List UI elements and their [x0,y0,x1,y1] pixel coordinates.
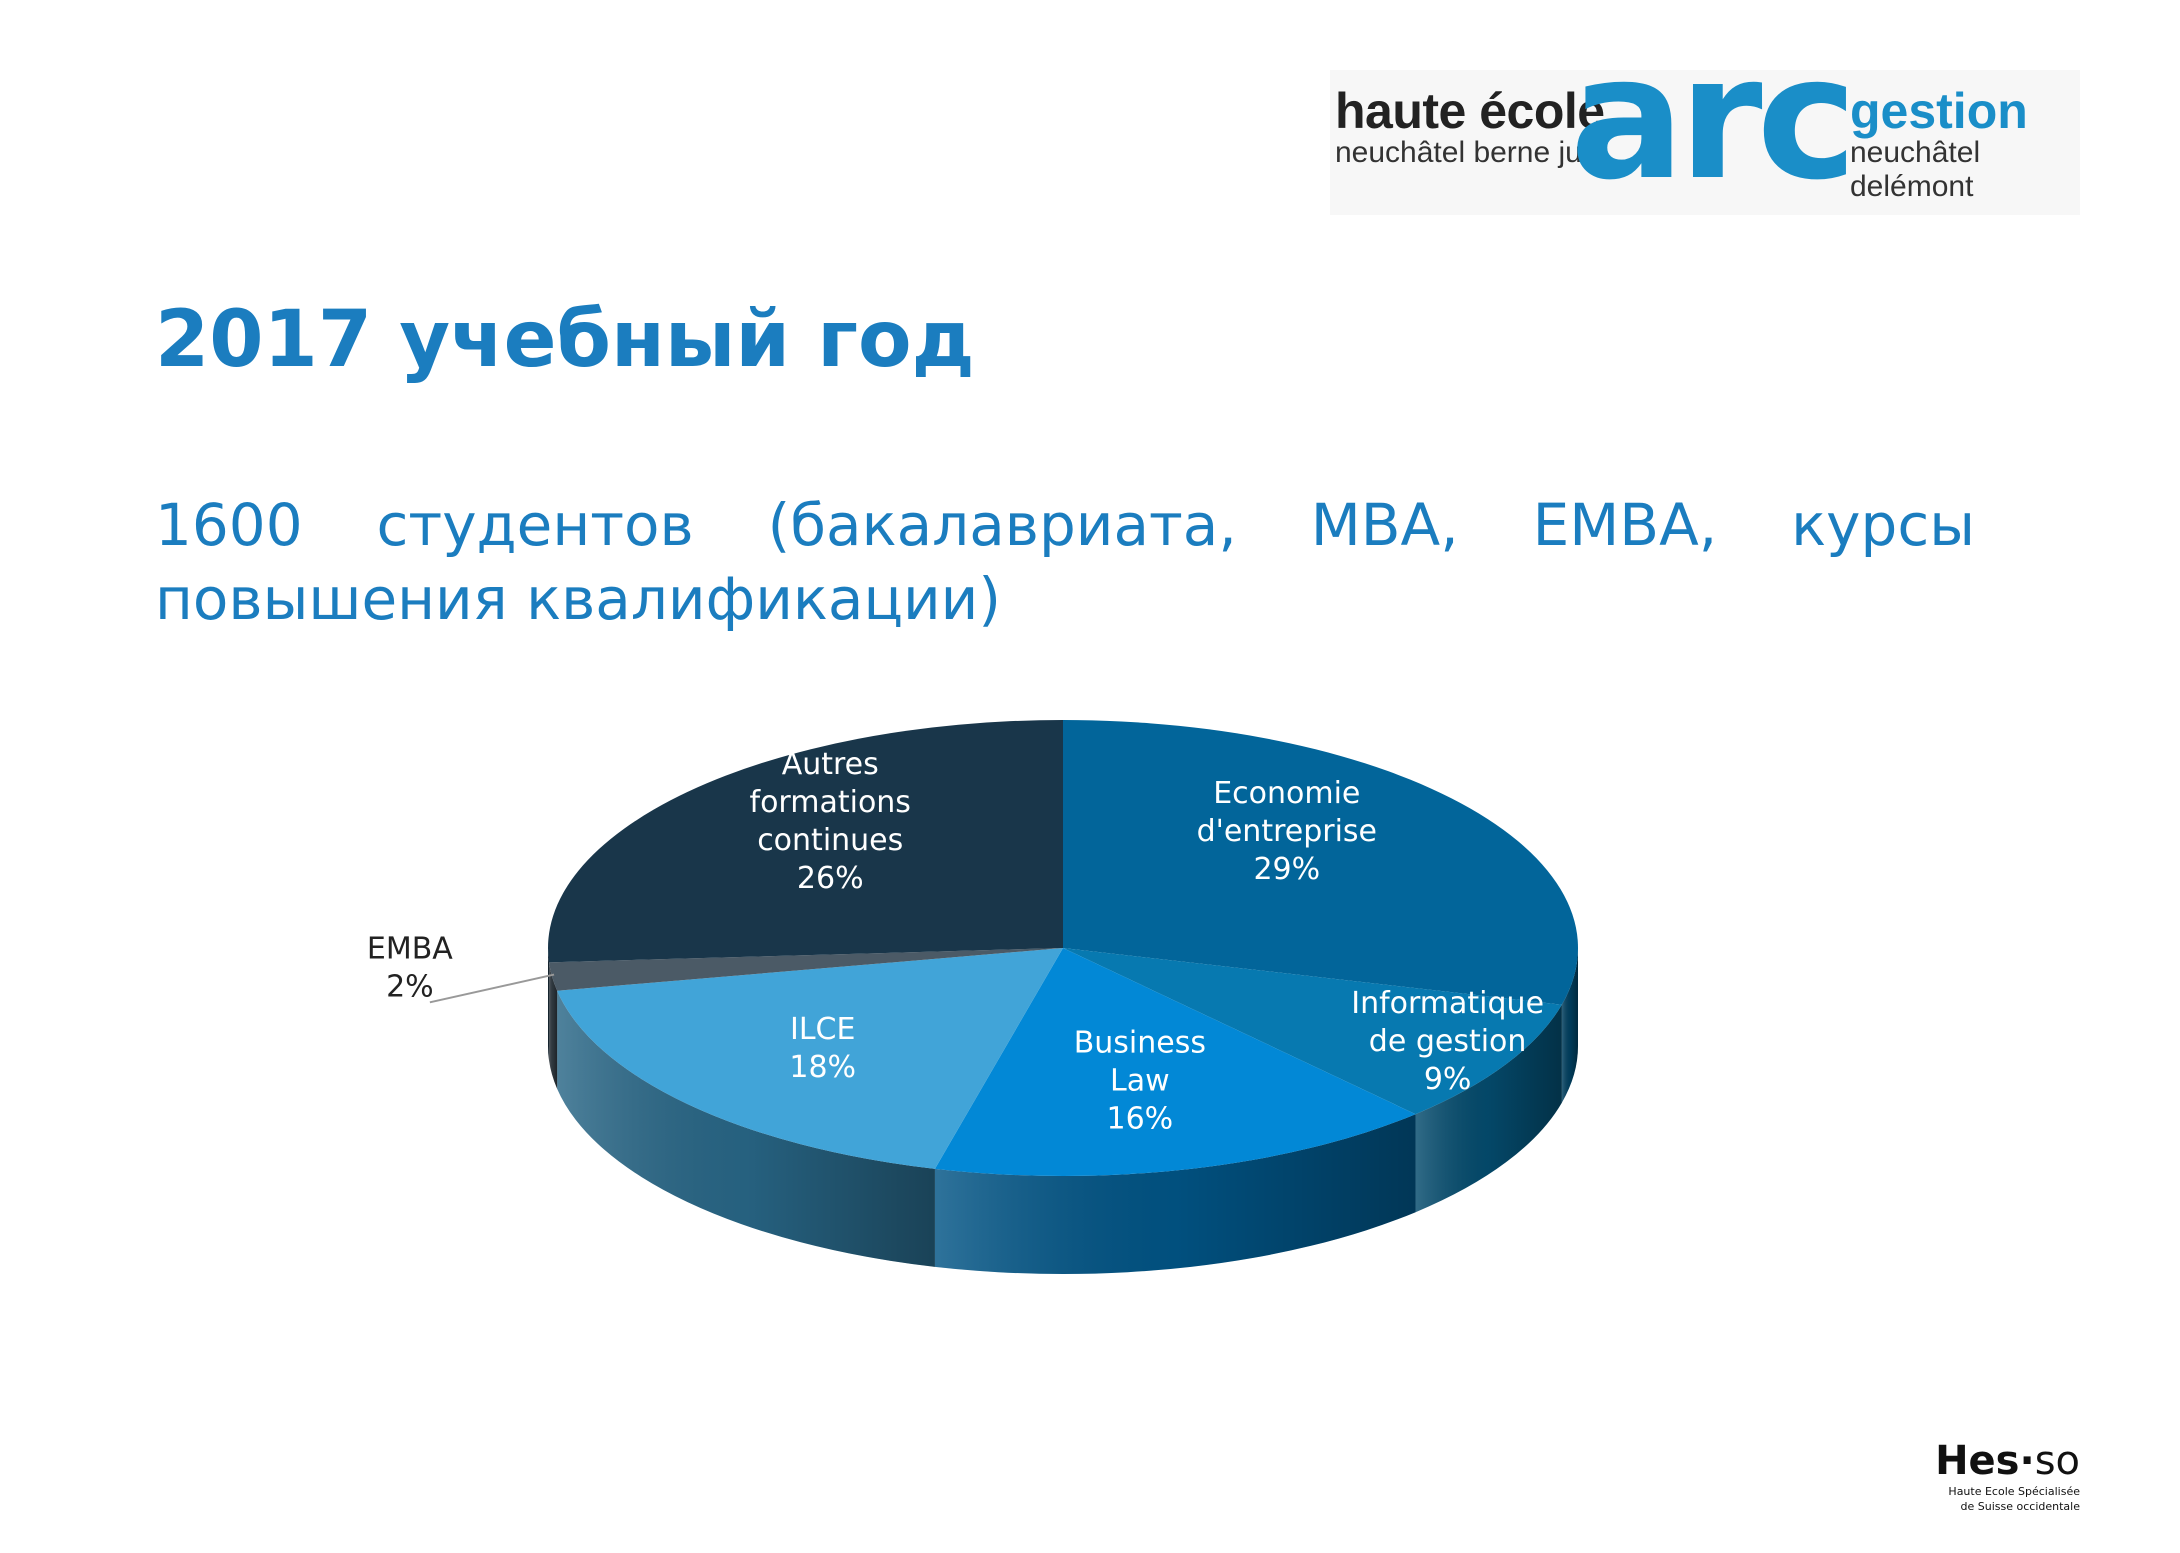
pie-label-line: Economie [1213,776,1360,811]
pie-label-1: Informatique de gestion 9% [1351,986,1544,1097]
pie-label-line: EMBA [367,931,453,966]
pie-label-line: de gestion [1369,1024,1527,1059]
pie-label-0: Economie d'entreprise 29% [1197,776,1377,887]
hes-so-line2: de Suisse occidentale [1960,1500,2080,1513]
pie-label-line: 18% [789,1050,856,1085]
pie-side-shade-3 [557,990,935,1267]
page-title: 2017 учебный год [155,295,975,385]
logo-arc-mark: arc [1570,20,1857,218]
pie-side-shade-0 [1561,948,1578,1103]
pie-slice-1 [1063,948,1562,1115]
pie-slice-5 [548,720,1063,963]
pie-label-line: 26% [797,861,864,896]
pie-label-line: d'entreprise [1197,814,1377,849]
logo-neuchatel-delemont: neuchâtel delémont [1850,136,1981,203]
hes-so-suffix: so [2034,1438,2080,1484]
pie-label-5: Autres formations continues 26% [750,747,911,896]
pie-side-shade-1 [1415,1004,1562,1213]
pie-label-4: EMBA 2% [367,931,453,1004]
pie-label-line: formations [750,785,911,820]
hes-so-dot: · [2019,1438,2035,1484]
pie-label-3: ILCE 18% [789,1012,856,1085]
logo-gestion: gestion [1850,83,2028,139]
hes-so-line1: Haute Ecole Spécialisée [1948,1485,2080,1498]
logo-haute-ecole: haute école [1335,83,1605,139]
pie-side-shade-4 [549,962,558,1089]
pie-label-line: continues [757,823,903,858]
pie-slice-3 [557,948,1063,1169]
pie-labels: Economie d'entreprise 29% Informatique de ge… [367,747,1544,1136]
pie-label-line: Law [1110,1064,1170,1099]
pie-label-line: 16% [1107,1102,1174,1137]
pie-slice-2 [934,948,1416,1176]
pie-label-line: 29% [1253,852,1320,887]
pie-side-shade-5 [548,948,550,1061]
pie-label-line: 2% [386,969,434,1004]
pie-label-line: Business [1074,1026,1206,1061]
pie-side-shade-2 [934,1114,1416,1274]
pie-slice-4 [549,948,1063,991]
hes-so-logo: Hes·so Haute Ecole Spécialisée de Suisse… [1900,1438,2080,1514]
hearc-logo: haute école neuchâtel berne jura arc ges… [1330,34,2080,215]
pie-label-line: 9% [1424,1062,1472,1097]
pie-tops [548,720,1578,1176]
pie-label-line: ILCE [790,1012,855,1047]
pie-label-line: Autres [782,747,879,782]
page-subtitle: 1600 студентов (бакалавриата, MBA, EMBA,… [155,491,1975,633]
pie-slice-0 [1063,720,1578,1005]
hes-so-main: Hes [1935,1438,2020,1484]
pie-label-2: Business Law 16% [1074,1026,1206,1137]
hes-so-wordmark: Hes·so [1900,1438,2080,1484]
pie-leader-line-4 [429,973,555,1004]
logo-neuchatel-berne-jura: neuchâtel berne jura [1335,136,1609,169]
pie-label-line: Informatique [1351,986,1544,1021]
pie-sides [548,948,1578,1274]
